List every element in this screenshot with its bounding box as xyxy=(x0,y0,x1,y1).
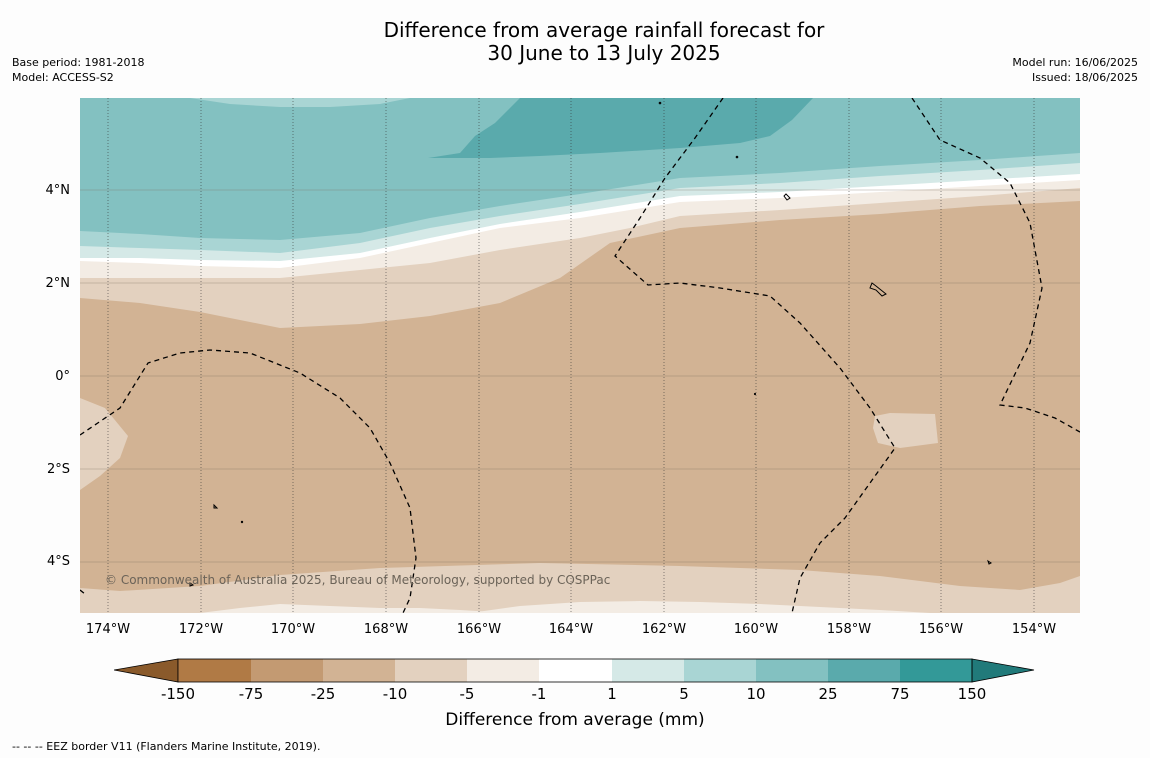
lat-label-4n: 4°N xyxy=(45,183,71,198)
map-svg xyxy=(80,98,1080,613)
band-p5-10-top xyxy=(190,98,410,107)
eez-legend-note: -- -- -- EEZ border V11 (Flanders Marine… xyxy=(12,740,321,753)
lon-label-168w: 168°W xyxy=(363,622,409,637)
colorbar xyxy=(113,658,1036,688)
cb-tick: -75 xyxy=(238,685,264,703)
eez-borders xyxy=(80,98,1080,613)
lon-label-154w: 154°W xyxy=(1011,622,1057,637)
band-p10-25 xyxy=(80,98,1080,240)
lon-label-162w: 162°W xyxy=(641,622,687,637)
cb-tick: 25 xyxy=(818,685,838,703)
cb-tick: 5 xyxy=(679,685,689,703)
lat-label-4s: 4°S xyxy=(46,554,70,569)
lon-label-166w: 166°W xyxy=(456,622,502,637)
colorbar-outline xyxy=(177,658,973,683)
colorbar-svg xyxy=(113,658,1035,683)
colorbar-bin xyxy=(251,659,323,682)
model-run: Model run: 16/06/2025 xyxy=(1012,56,1138,69)
copyright-notice: © Commonwealth of Australia 2025, Bureau… xyxy=(105,573,611,587)
base-period: Base period: 1981-2018 xyxy=(12,56,145,69)
cb-tick: -5 xyxy=(459,685,475,703)
cb-tick: -10 xyxy=(382,685,408,703)
cb-tick: 75 xyxy=(890,685,910,703)
chart-title: Difference from average rainfall forecas… xyxy=(0,19,1150,65)
lon-label-164w: 164°W xyxy=(548,622,594,637)
colorbar-bin xyxy=(178,659,251,682)
meta-right: Model run: 16/06/2025 Issued: 18/06/2025 xyxy=(1012,55,1138,85)
colorbar-label: Difference from average (mm) xyxy=(445,710,705,730)
patch-west xyxy=(80,398,128,490)
colorbar-bin xyxy=(900,659,972,682)
colorbar-bin xyxy=(539,659,612,682)
band-south-neg5-neg1-b xyxy=(470,601,930,613)
band-south-neg5-neg1 xyxy=(200,604,510,613)
graticule-lat xyxy=(80,189,1080,563)
cb-tick: 10 xyxy=(746,685,766,703)
colorbar-low-arrow xyxy=(113,658,179,683)
title-line-2: 30 June to 13 July 2025 xyxy=(487,41,721,65)
lon-label-170w: 170°W xyxy=(270,622,316,637)
lat-label-2n: 2°N xyxy=(45,276,71,291)
model-name: Model: ACCESS-S2 xyxy=(12,71,114,84)
lon-label-174w: 174°W xyxy=(85,622,131,637)
issued-date: Issued: 18/06/2025 xyxy=(1031,71,1138,84)
colorbar-bin xyxy=(467,659,539,682)
band-south-neg10-neg5 xyxy=(80,563,1080,613)
islands xyxy=(189,101,992,587)
forecast-map xyxy=(80,98,1080,613)
cb-tick: 150 xyxy=(957,685,987,703)
patch-central-east xyxy=(873,413,938,448)
colorbar-bin xyxy=(323,659,395,682)
cb-tick: -25 xyxy=(310,685,336,703)
lat-label-0: 0° xyxy=(55,369,70,384)
cb-tick: -1 xyxy=(531,685,547,703)
colorbar-bin xyxy=(828,659,900,682)
lon-label-172w: 172°W xyxy=(178,622,224,637)
title-line-1: Difference from average rainfall forecas… xyxy=(383,18,825,42)
colorbar-bin xyxy=(612,659,684,682)
colorbar-bin xyxy=(756,659,828,682)
lon-label-160w: 160°W xyxy=(733,622,779,637)
graticule-lon xyxy=(107,98,1035,613)
colorbar-bin xyxy=(684,659,756,682)
lon-label-156w: 156°W xyxy=(918,622,964,637)
meta-left: Base period: 1981-2018 Model: ACCESS-S2 xyxy=(12,55,144,85)
colorbar-high-arrow xyxy=(971,658,1035,683)
lon-label-158w: 158°W xyxy=(826,622,872,637)
colorbar-bin xyxy=(395,659,467,682)
cb-tick: -150 xyxy=(160,685,196,703)
cb-tick: 1 xyxy=(607,685,617,703)
band-p25-75 xyxy=(428,98,813,158)
lat-label-2s: 2°S xyxy=(46,462,70,477)
